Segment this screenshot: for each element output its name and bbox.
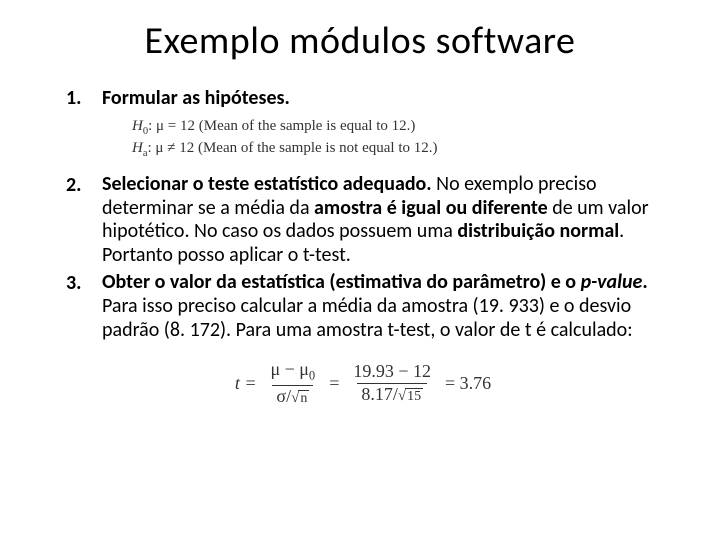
frac-1-num-sub: 0 bbox=[309, 369, 315, 383]
frac-1-num-text: μ − μ bbox=[270, 359, 308, 379]
slide-title: Exemplo módulos software bbox=[60, 18, 660, 64]
item-2-lead: Selecionar o teste estatístico adequado. bbox=[102, 172, 432, 196]
sqrt-n-icon: n bbox=[291, 390, 309, 407]
formula-block: t = μ − μ0 σ/n = 19.93 − 12 8.17/15 = 3.… bbox=[66, 360, 660, 406]
hypothesis-h0: H0: μ = 12 (Mean of the sample is equal … bbox=[132, 118, 660, 137]
item-3-body: Para isso preciso calcular a média da am… bbox=[102, 294, 633, 342]
frac-2-den-a: 8.17/ bbox=[361, 384, 398, 404]
slide: Exemplo módulos software Formular as hip… bbox=[0, 0, 720, 426]
list-item-3: Obter o valor da estatística (estimativa… bbox=[66, 271, 660, 342]
frac-2-num: 19.93 − 12 bbox=[349, 362, 435, 383]
item-1-heading: Formular as hipóteses. bbox=[102, 86, 660, 110]
item-2-text: Selecionar o teste estatístico adequado.… bbox=[102, 173, 660, 267]
formula-lhs-text: t = bbox=[235, 373, 257, 393]
frac-1-num: μ − μ0 bbox=[266, 360, 319, 384]
item-2-d: distribuição normal bbox=[457, 219, 619, 243]
list-item-1: Formular as hipóteses. H0: μ = 12 (Mean … bbox=[66, 86, 660, 159]
frac-2-den: 8.17/15 bbox=[357, 383, 427, 405]
content-area: Formular as hipóteses. H0: μ = 12 (Mean … bbox=[60, 86, 660, 406]
item-3-lead-after: . bbox=[642, 270, 647, 294]
item-3-text: Obter o valor da estatística (estimativa… bbox=[102, 271, 660, 342]
frac-1-den-a: σ/ bbox=[276, 386, 291, 406]
formula-result: = 3.76 bbox=[445, 373, 491, 394]
numbered-list: Formular as hipóteses. H0: μ = 12 (Mean … bbox=[66, 86, 660, 342]
frac-1-den: σ/n bbox=[272, 385, 313, 407]
list-item-2: Selecionar o teste estatístico adequado.… bbox=[66, 173, 660, 267]
item-2-b: amostra é igual ou diferente bbox=[314, 196, 548, 220]
t-formula: t = μ − μ0 σ/n = 19.93 − 12 8.17/15 = 3.… bbox=[235, 360, 491, 406]
hypothesis-ha: Ha: μ ≠ 12 (Mean of the sample is not eq… bbox=[132, 140, 660, 159]
formula-lhs: t = bbox=[235, 373, 257, 394]
h0-symbol: H bbox=[132, 118, 143, 134]
sqrt-15: 15 bbox=[405, 388, 423, 404]
item-3-lead: Obter o valor da estatística (estimativa… bbox=[102, 270, 581, 294]
sqrt-15-icon: 15 bbox=[398, 388, 423, 405]
fraction-2: 19.93 − 12 8.17/15 bbox=[349, 362, 435, 405]
sqrt-n: n bbox=[298, 390, 309, 406]
ha-text: : μ ≠ 12 (Mean of the sample is not equa… bbox=[148, 140, 438, 156]
item-3-pvalue: p-value bbox=[581, 270, 643, 294]
ha-symbol: H bbox=[132, 140, 143, 156]
fraction-1: μ − μ0 σ/n bbox=[266, 360, 319, 406]
h0-text: : μ = 12 (Mean of the sample is equal to… bbox=[148, 118, 415, 134]
hypotheses-block: H0: μ = 12 (Mean of the sample is equal … bbox=[132, 118, 660, 159]
formula-eq1: = bbox=[329, 373, 339, 394]
